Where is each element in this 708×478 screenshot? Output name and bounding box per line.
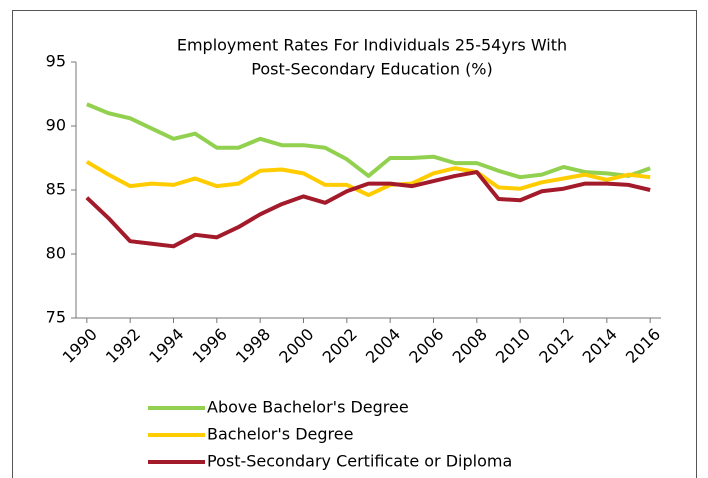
legend-label: Above Bachelor's Degree bbox=[207, 398, 409, 417]
chart-title: Post-Secondary Education (%) bbox=[251, 60, 493, 79]
series-line bbox=[86, 102, 651, 180]
y-tick-label: 95 bbox=[46, 52, 66, 71]
y-tick-label: 90 bbox=[46, 116, 66, 135]
chart-frame bbox=[12, 10, 697, 478]
y-tick-label: 85 bbox=[46, 180, 66, 199]
series-line bbox=[85, 170, 651, 249]
legend-label: Bachelor's Degree bbox=[207, 425, 353, 444]
series-line bbox=[85, 160, 651, 198]
chart-title: Employment Rates For Individuals 25-54yr… bbox=[177, 36, 567, 55]
legend-label: Post-Secondary Certificate or Diploma bbox=[207, 452, 512, 471]
y-tick-label: 80 bbox=[46, 244, 66, 263]
y-tick-label: 75 bbox=[46, 308, 66, 327]
